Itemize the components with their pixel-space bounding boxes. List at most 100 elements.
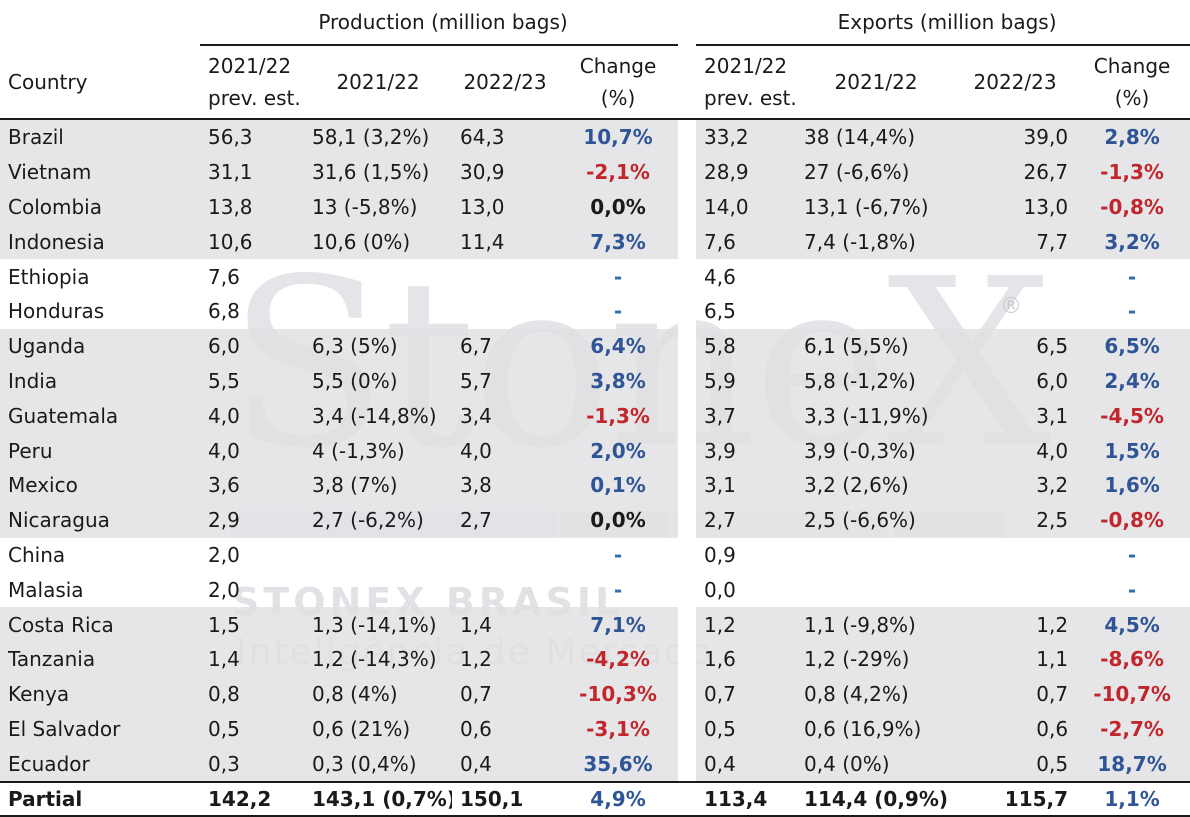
exports-change-cell: - — [1127, 542, 1137, 567]
production-2122-cell: 5,5 (0%) — [304, 363, 452, 399]
country-cell: Brazil — [0, 119, 200, 155]
production-change-cell: 3,8% — [558, 363, 679, 399]
production-change-cell: - — [613, 264, 623, 289]
country-header: Country — [0, 45, 200, 120]
production-prev-cell: 1,4 — [200, 641, 304, 677]
exports-2223-cell: 6,5 — [956, 328, 1075, 364]
table-row: China 2,0 - 0,9 - — [0, 537, 1190, 573]
production-change-cell: 0,0% — [558, 189, 679, 225]
exports-change-cell: -10,7% — [1074, 676, 1190, 712]
production-2122-cell — [304, 538, 452, 573]
exports-2122-cell — [796, 572, 956, 607]
production-2122-cell — [304, 572, 452, 607]
production-2223-cell: 3,8 — [452, 467, 558, 503]
production-2122-cell: 13 (-5,8%) — [304, 189, 452, 225]
exports-change-cell: -0,8% — [1074, 189, 1190, 225]
production-prev-cell: 6,0 — [200, 328, 304, 364]
production-2223-cell — [452, 572, 558, 607]
exports-2223-cell: 2,5 — [956, 502, 1075, 538]
production-2223-cell: 3,4 — [452, 398, 558, 434]
column-header-row: Country 2021/22 prev. est. 2021/22 2022/2… — [0, 45, 1190, 120]
exports-2122-cell: 5,8 (-1,2%) — [796, 363, 957, 399]
exports-prev-cell: 1,6 — [696, 641, 797, 677]
production-group-header: Production (million bags) — [200, 0, 679, 46]
exports-prev-cell: 33,2 — [696, 119, 797, 155]
country-cell: China — [8, 542, 66, 567]
exports-2223-cell: 39,0 — [956, 119, 1075, 155]
exports-prev-cell: 5,9 — [696, 363, 797, 399]
total-exports-change: 1,1% — [1074, 781, 1190, 817]
total-exports-prev: 113,4 — [696, 781, 797, 817]
exports-prev-cell: 3,7 — [696, 398, 797, 434]
production-change-cell: 6,4% — [558, 328, 679, 364]
production-prev-header: 2021/22 prev. est. — [200, 45, 304, 120]
country-cell: Mexico — [0, 467, 200, 503]
production-prev-cell: 10,6 — [200, 224, 304, 260]
production-change-cell: -3,1% — [558, 711, 679, 747]
exports-2122-cell: 3,9 (-0,3%) — [796, 433, 957, 468]
exports-change-cell: 1,5% — [1074, 433, 1190, 468]
exports-2223-cell — [956, 259, 1074, 294]
production-2223-cell: 2,7 — [452, 502, 558, 538]
exports-2223-cell: 13,0 — [956, 189, 1075, 225]
production-2122-cell: 0,3 (0,4%) — [304, 746, 452, 783]
production-2223-cell: 13,0 — [452, 189, 558, 225]
production-2122-cell: 58,1 (3,2%) — [304, 119, 452, 155]
country-cell: Peru — [0, 433, 200, 468]
exports-change-cell: 2,4% — [1074, 363, 1190, 399]
exports-2122-cell: 38 (14,4%) — [796, 119, 957, 155]
exports-2223-cell: 3,2 — [956, 467, 1075, 503]
exports-2122-cell: 6,1 (5,5%) — [796, 328, 957, 364]
production-2122-cell: 6,3 (5%) — [304, 328, 452, 364]
table-row: Malasia 2,0 - 0,0 - — [0, 572, 1190, 608]
table-row: Ethiopia 7,6 - 4,6 - — [0, 259, 1190, 294]
exports-2122-cell — [796, 294, 956, 329]
production-2223-cell: 64,3 — [452, 119, 558, 155]
exports-2122-cell: 1,1 (-9,8%) — [796, 607, 957, 642]
country-cell: Indonesia — [0, 224, 200, 260]
production-change-cell: -10,3% — [558, 676, 679, 712]
production-change-header: Change (%) — [558, 45, 679, 120]
exports-change-cell: - — [1127, 577, 1137, 602]
exports-2223-cell: 3,1 — [956, 398, 1075, 434]
exports-2122-cell: 7,4 (-1,8%) — [796, 224, 957, 260]
production-change-cell: 0,1% — [558, 467, 679, 503]
exports-2122-cell: 27 (-6,6%) — [796, 154, 957, 190]
table-row: India 5,5 5,5 (0%) 5,7 3,8% 5,9 5,8 (-1,2%) 6,0… — [0, 363, 1190, 399]
table-row: Mexico 3,6 3,8 (7%) 3,8 0,1% 3,1 3,2 (2,6%) 3,2… — [0, 467, 1190, 503]
total-exports-2122: 114,4 (0,9%) — [796, 781, 957, 817]
production-prev-cell: 0,5 — [200, 711, 304, 747]
table-row: Ecuador 0,3 0,3 (0,4%) 0,4 35,6% 0,4 0,4 (0%) 0… — [0, 746, 1190, 783]
exports-2122-cell: 2,5 (-6,6%) — [796, 502, 957, 538]
table-row: Colombia 13,8 13 (-5,8%) 13,0 0,0% 14,0 13,1 (… — [0, 189, 1190, 225]
group-header-row: Production (million bags) Exports (milli… — [0, 0, 1190, 46]
exports-change-cell: - — [1127, 264, 1137, 289]
exports-change-cell: -4,5% — [1074, 398, 1190, 434]
country-cell: Guatemala — [0, 398, 200, 434]
exports-prev-cell: 3,1 — [696, 467, 797, 503]
production-2223-cell: 1,2 — [452, 641, 558, 677]
production-prev-cell: 0,3 — [200, 746, 304, 783]
exports-2122-cell: 0,6 (16,9%) — [796, 711, 957, 747]
country-cell: Vietnam — [0, 154, 200, 190]
exports-2122-cell: 3,3 (-11,9%) — [796, 398, 957, 434]
exports-2122-cell: 1,2 (-29%) — [796, 641, 957, 677]
country-cell: Tanzania — [0, 641, 200, 677]
production-2223-cell: 1,4 — [452, 607, 558, 642]
production-change-cell: -4,2% — [558, 641, 679, 677]
exports-2223-cell: 0,7 — [956, 676, 1075, 712]
production-change-cell: 7,3% — [558, 224, 679, 260]
exports-prev-cell: 5,8 — [696, 328, 797, 364]
production-2223-cell — [452, 259, 558, 294]
country-cell: Malasia — [8, 577, 84, 602]
exports-prev-cell: 0,5 — [696, 711, 797, 747]
production-prev-cell: 4,0 — [200, 398, 304, 434]
exports-change-cell: - — [1127, 299, 1137, 324]
exports-2122-header: 2021/22 — [796, 45, 957, 120]
exports-prev-cell: 28,9 — [696, 154, 797, 190]
exports-change-cell: 2,8% — [1074, 119, 1190, 155]
production-2223-cell: 5,7 — [452, 363, 558, 399]
exports-prev-cell: 0,7 — [696, 676, 797, 712]
production-prev-cell: 3,6 — [200, 467, 304, 503]
